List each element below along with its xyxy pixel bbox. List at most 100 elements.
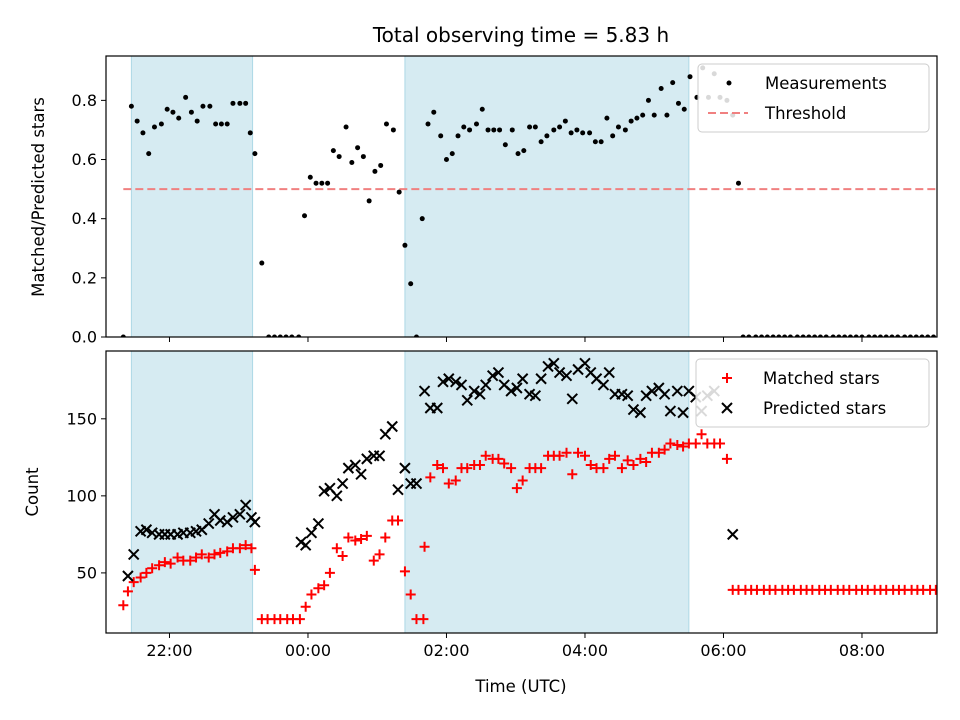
measurements-point [419, 216, 425, 222]
bottom-xtick-label: 00:00 [285, 641, 331, 660]
measurements-point [218, 121, 224, 127]
measurements-point [170, 109, 176, 115]
measurements-point [645, 97, 651, 103]
measurements-point [610, 133, 616, 139]
measurements-point [658, 86, 664, 92]
measurements-point [230, 100, 236, 106]
measurements-point [800, 334, 806, 337]
bottom-legend: Matched stars Predicted stars [695, 358, 930, 428]
matched-stars-point [405, 589, 416, 600]
predicted-stars-point [671, 385, 684, 397]
matched-stars-point [438, 463, 449, 474]
matched-stars-point [622, 455, 633, 466]
legend-marker-dot [726, 80, 732, 86]
measurements-point [302, 213, 308, 219]
measurements-point [455, 133, 461, 139]
predicted-stars-point [437, 376, 449, 388]
matched-stars-point [337, 550, 348, 561]
measurements-point [319, 180, 325, 186]
measurements-point [330, 148, 336, 154]
matched-stars-point [573, 447, 584, 458]
predicted-stars-point [336, 477, 349, 490]
matched-stars-point [215, 547, 226, 558]
measurements-point [806, 334, 812, 337]
measurements-point [313, 180, 319, 186]
measurements-point [325, 180, 331, 186]
measurements-point [491, 127, 497, 133]
matched-stars-point [598, 463, 609, 474]
matched-stars-point [579, 450, 590, 461]
matched-stars-point [567, 469, 578, 480]
predicted-stars-point [249, 516, 261, 528]
bottom-ytick-label: 150 [66, 409, 97, 428]
matched-stars-point [506, 463, 517, 474]
matched-stars-point [196, 549, 207, 560]
measurements-point [866, 334, 872, 337]
bottom-panel: 50 100 150 22:00 00:00 02:00 04:00 06:00 08:00 Ma… [66, 350, 938, 660]
measurements-point [830, 334, 836, 337]
predicted-stars-point [516, 373, 529, 385]
matched-stars-point [653, 447, 664, 458]
measurements-point [479, 106, 485, 112]
measurements-point [485, 127, 491, 133]
measurements-point [931, 334, 937, 337]
measurements-point [120, 334, 126, 337]
matched-stars-point [240, 540, 251, 551]
matched-stars-point [147, 563, 158, 574]
top-ytick-label: 0.2 [72, 268, 97, 287]
predicted-stars-point [535, 373, 547, 385]
legend-label: Measurements [765, 74, 887, 93]
matched-stars-point [135, 572, 146, 583]
measurements-point [847, 334, 853, 337]
top-ytick-label: 0.4 [72, 209, 97, 228]
measurements-point [889, 334, 895, 337]
predicted-stars-point [664, 405, 677, 417]
matched-stars-point [128, 577, 139, 588]
predicted-stars-point [203, 517, 215, 530]
measurements-point [598, 139, 604, 145]
measurements-point [877, 334, 883, 337]
measurements-point [449, 151, 455, 157]
measurements-point [902, 334, 908, 337]
measurements-point [568, 130, 574, 136]
measurements-point [467, 127, 473, 133]
measurements-point [252, 151, 258, 157]
matched-stars-point [517, 475, 528, 486]
measurements-point [895, 334, 901, 337]
matched-stars-point [585, 460, 596, 471]
top-ytick-label: 0.6 [72, 150, 97, 169]
measurements-point [562, 118, 568, 124]
measurements-point [259, 260, 265, 266]
measurements-point [787, 334, 793, 337]
measurements-point [307, 174, 313, 180]
bottom-shaded-interval [404, 351, 689, 633]
predicted-stars-point [140, 524, 153, 536]
measurements-point [289, 334, 295, 337]
legend-label: Threshold [764, 104, 846, 123]
matched-stars-point [393, 515, 404, 526]
measurements-point [396, 189, 402, 195]
measurements-point [349, 159, 355, 165]
predicted-stars-point [492, 366, 505, 379]
measurements-point [853, 334, 859, 337]
measurements-point [164, 106, 170, 112]
predicted-stars-point [597, 379, 610, 391]
matched-stars-point [154, 560, 165, 571]
measurements-point [538, 139, 544, 145]
matched-stars-point [616, 463, 627, 474]
top-plot-area [120, 56, 937, 337]
bottom-xtick-label: 22:00 [146, 641, 192, 660]
measurements-point [925, 334, 931, 337]
matched-stars-point [930, 584, 937, 595]
measurements-point [651, 112, 657, 118]
matched-stars-point [425, 472, 436, 483]
measurements-point [670, 80, 676, 86]
matched-stars-point [641, 456, 652, 467]
matched-stars-point [443, 478, 454, 489]
measurements-point [740, 334, 746, 337]
predicted-stars-point [480, 379, 492, 391]
matched-stars-point [374, 549, 385, 560]
matched-stars-point [432, 460, 443, 471]
measurements-point [622, 127, 628, 133]
